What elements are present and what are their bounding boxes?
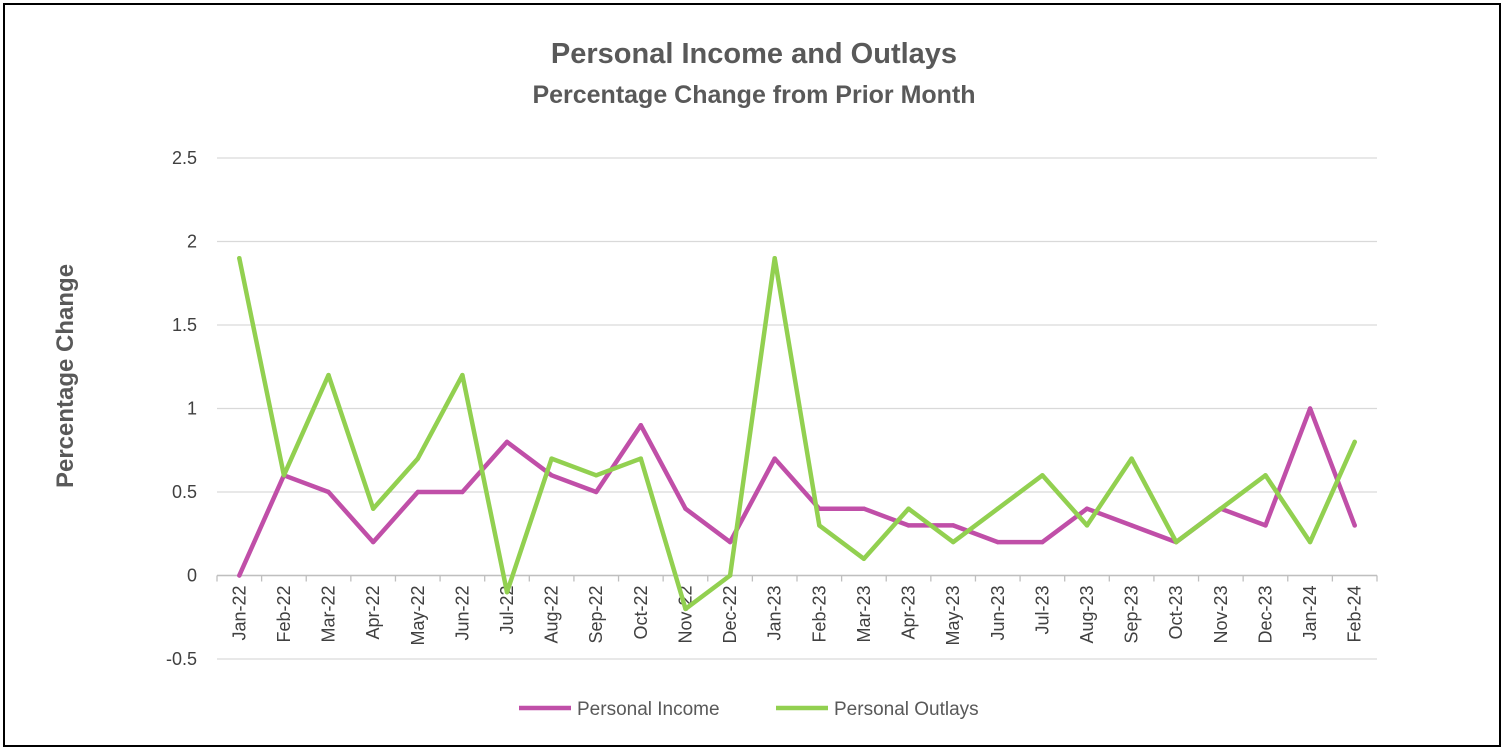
data-point — [549, 456, 554, 461]
x-tick-label: Mar-23 — [854, 586, 874, 643]
data-point — [504, 590, 510, 595]
data-point — [1129, 456, 1134, 461]
x-tick-label: Jul-22 — [497, 586, 517, 635]
data-point — [370, 506, 376, 511]
data-point — [1263, 523, 1268, 528]
data-point — [1218, 506, 1224, 511]
x-tick-label: Jan-23 — [765, 586, 785, 641]
data-point — [1040, 539, 1045, 545]
data-point — [995, 539, 1000, 545]
data-point — [1352, 439, 1357, 445]
data-point — [1084, 523, 1090, 528]
x-axis — [216, 574, 1378, 582]
data-point — [1174, 539, 1179, 545]
x-tick-label: Apr-22 — [363, 586, 383, 640]
x-tick-label: Nov-22 — [675, 586, 695, 644]
data-point — [281, 473, 287, 478]
y-tick-label: 2 — [187, 232, 197, 252]
data-point — [594, 489, 599, 495]
x-tick-label: Apr-23 — [899, 586, 919, 640]
x-tick-label: Aug-22 — [542, 586, 562, 644]
gridlines — [217, 157, 1377, 660]
data-point — [638, 423, 644, 428]
data-point — [460, 489, 465, 495]
x-tick-label: May-23 — [943, 586, 963, 646]
data-point — [817, 523, 822, 528]
x-tick-label: Dec-23 — [1255, 586, 1275, 644]
data-point — [1263, 473, 1268, 478]
x-tick-label: Oct-22 — [631, 586, 651, 640]
chart-title: Personal Income and Outlays — [551, 38, 957, 70]
data-point — [638, 456, 644, 461]
chart-frame — [3, 3, 1501, 747]
legend-label: Personal Income — [577, 699, 720, 720]
legend: Personal Income Personal Outlays — [519, 699, 979, 720]
data-point — [237, 573, 242, 578]
x-tick-label: Dec-22 — [720, 586, 740, 644]
data-point — [995, 506, 1000, 511]
data-point — [861, 556, 867, 561]
y-tick-label: 1.5 — [172, 315, 197, 335]
data-point — [1307, 539, 1313, 545]
y-tick-label: -0.5 — [166, 649, 197, 669]
x-tick-label: Jun-23 — [988, 586, 1008, 641]
data-point — [950, 539, 956, 545]
data-point — [772, 456, 777, 461]
data-point — [1307, 406, 1313, 411]
y-tick-label: 1 — [187, 399, 197, 419]
y-tick-label: 0.5 — [172, 482, 197, 502]
x-tick-label: Nov-23 — [1211, 586, 1231, 644]
data-point — [370, 539, 376, 545]
data-point — [950, 523, 956, 528]
y-axis-label: Percentage Change — [52, 264, 79, 488]
x-tick-label: May-22 — [408, 586, 428, 646]
data-point — [861, 506, 867, 511]
data-point — [906, 506, 911, 511]
y-tick-label: 2.5 — [172, 148, 197, 168]
x-tick-label: Sep-22 — [586, 586, 606, 644]
data-point — [1352, 523, 1357, 528]
data-point — [460, 372, 465, 378]
x-tick-label: Oct-23 — [1166, 586, 1186, 640]
data-point — [1040, 473, 1045, 478]
data-point — [772, 256, 777, 261]
chart-subtitle: Percentage Change from Prior Month — [532, 81, 975, 109]
data-point — [1129, 523, 1134, 528]
x-tick-label: Feb-24 — [1345, 586, 1365, 643]
x-tick-label: Feb-22 — [274, 586, 294, 643]
series-line-2 — [237, 255, 1357, 612]
data-point — [1084, 506, 1090, 511]
data-point — [549, 473, 554, 478]
series-lines — [237, 255, 1357, 612]
x-tick-label: Feb-23 — [809, 586, 829, 643]
x-tick-label: Sep-23 — [1122, 586, 1142, 644]
series-line-1 — [237, 406, 1357, 578]
x-tick-label: Jan-24 — [1300, 586, 1320, 641]
x-tick-label: Jul-23 — [1032, 586, 1052, 635]
data-point — [906, 523, 911, 528]
data-point — [415, 489, 420, 495]
x-tick-label: Mar-22 — [319, 586, 339, 643]
x-axis-ticks: Jan-22 Feb-22 Mar-22 Apr-22 May-22 Jun-22 Jul-… — [229, 586, 1364, 646]
x-tick-label: Jan-22 — [229, 586, 249, 641]
x-tick-label: Jun-22 — [452, 586, 472, 641]
y-axis-ticks: -0.5 0 0.5 1 1.5 2 2.5 — [166, 148, 197, 669]
y-tick-label: 0 — [187, 566, 197, 586]
data-point — [594, 473, 599, 478]
data-point — [237, 256, 242, 261]
data-point — [683, 606, 688, 612]
data-point — [415, 456, 420, 461]
data-point — [326, 489, 331, 495]
data-point — [504, 439, 510, 445]
x-tick-label: Aug-23 — [1077, 586, 1097, 644]
data-point — [727, 539, 733, 545]
data-point — [683, 506, 688, 511]
data-point — [727, 573, 733, 578]
legend-label: Personal Outlays — [834, 699, 979, 720]
data-point — [326, 372, 331, 378]
